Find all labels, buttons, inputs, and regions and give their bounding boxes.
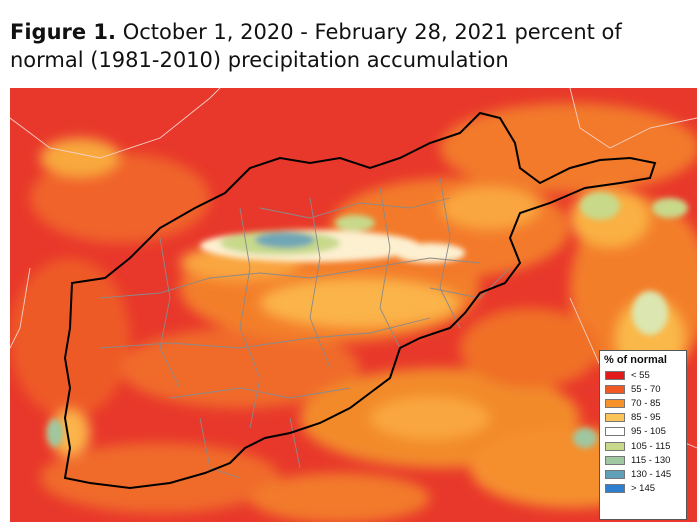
country-boundary — [63, 111, 657, 490]
legend-swatch — [605, 413, 625, 423]
legend-label: < 55 — [631, 369, 650, 381]
map-legend: % of normal < 55 55 - 70 70 - 85 85 - 95 95 … — [599, 350, 687, 520]
legend-label: 85 - 95 — [631, 412, 661, 424]
legend-swatch — [605, 455, 625, 465]
figure-title: Figure 1. October 1, 2020 - February 28,… — [10, 18, 690, 74]
figure-caption: October 1, 2020 - February 28, 2021 perc… — [10, 20, 622, 72]
legend-item: 105 - 115 — [600, 439, 686, 453]
legend-item: 55 - 70 — [600, 382, 686, 396]
legend-item: > 145 — [600, 482, 686, 496]
legend-rows: < 55 55 - 70 70 - 85 85 - 95 95 - 105 105 - 1… — [600, 368, 686, 496]
legend-swatch — [605, 427, 625, 437]
legend-item: 95 - 105 — [600, 425, 686, 439]
legend-label: 105 - 115 — [631, 440, 671, 452]
precipitation-map — [10, 88, 697, 522]
legend-item: 115 - 130 — [600, 453, 686, 467]
legend-swatch — [605, 441, 625, 451]
legend-label: 130 - 145 — [631, 468, 672, 480]
legend-title: % of normal — [604, 354, 667, 366]
province-boundaries — [99, 177, 511, 479]
legend-label: > 145 — [631, 483, 656, 495]
legend-swatch — [605, 469, 625, 479]
legend-label: 115 - 130 — [631, 454, 671, 466]
map-canvas — [10, 88, 697, 522]
legend-label: 70 - 85 — [631, 397, 661, 409]
legend-item: < 55 — [600, 368, 686, 382]
figure-label: Figure 1. — [10, 20, 117, 44]
legend-swatch — [605, 484, 625, 494]
legend-label: 95 - 105 — [631, 426, 666, 438]
legend-swatch — [605, 398, 625, 408]
legend-item: 85 - 95 — [600, 411, 686, 425]
legend-swatch — [605, 384, 625, 394]
precip-wet-band — [47, 192, 688, 448]
legend-label: 55 - 70 — [631, 383, 661, 395]
legend-item: 70 - 85 — [600, 396, 686, 410]
legend-swatch — [605, 370, 625, 380]
legend-item: 130 - 145 — [600, 467, 686, 481]
